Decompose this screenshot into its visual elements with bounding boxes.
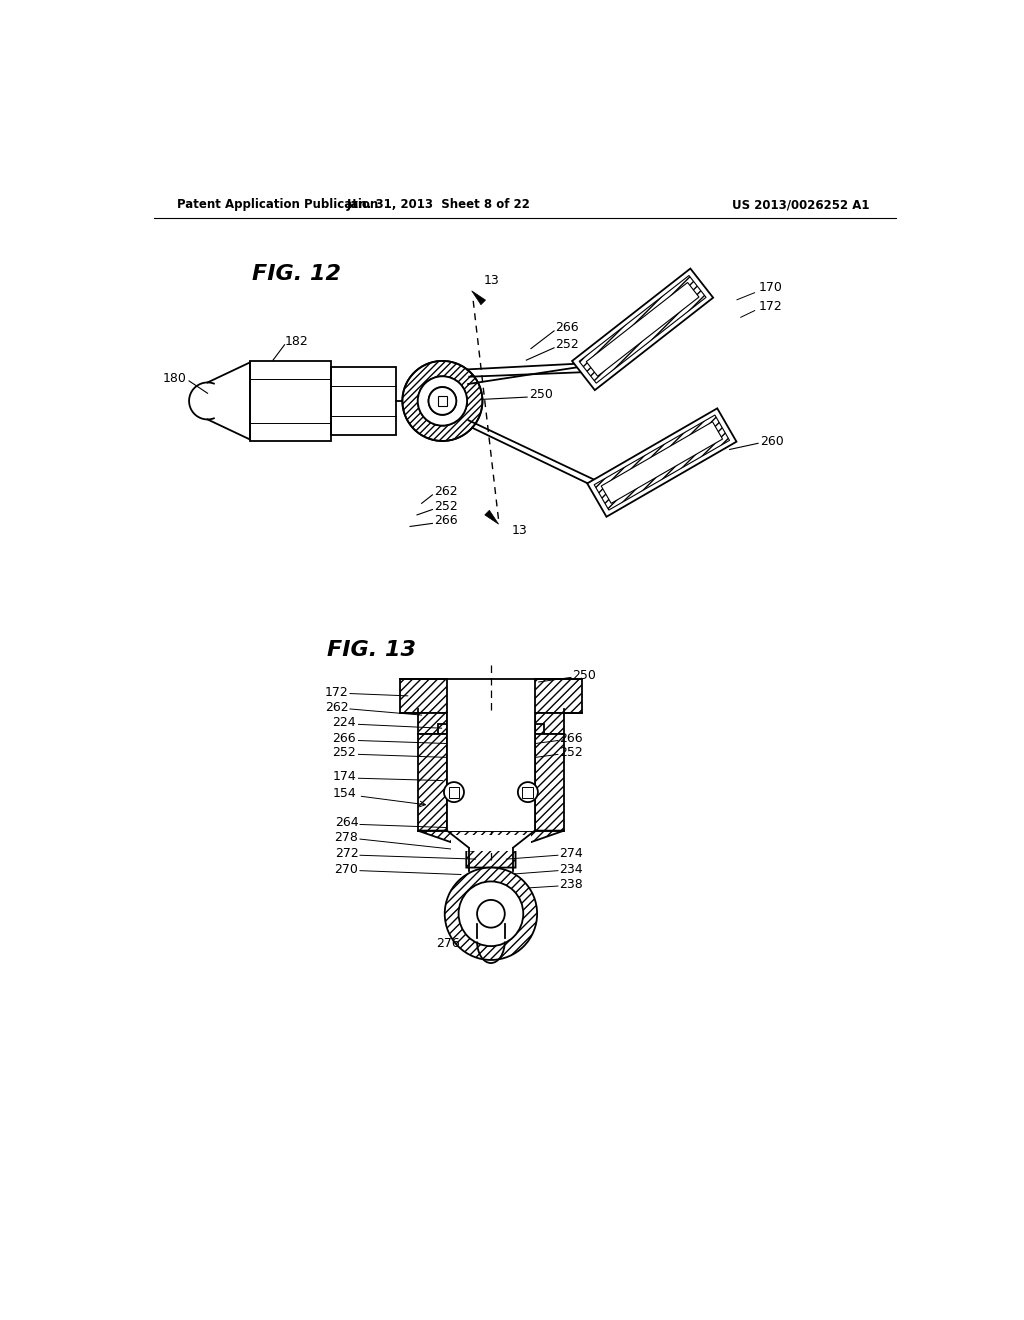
Text: Patent Application Publication: Patent Application Publication [177,198,378,211]
Text: 180: 180 [163,372,186,385]
Polygon shape [601,421,723,503]
Text: 274: 274 [559,847,584,861]
Bar [331,367,396,434]
Text: 252: 252 [434,500,458,513]
Text: 234: 234 [559,862,583,875]
Text: 260: 260 [761,436,784,449]
Polygon shape [587,282,699,376]
Text: Jan. 31, 2013  Sheet 8 of 22: Jan. 31, 2013 Sheet 8 of 22 [346,198,530,211]
Text: 13: 13 [512,524,527,537]
Text: 250: 250 [572,668,596,681]
Bar [522,787,534,797]
Polygon shape [594,414,729,510]
Text: 238: 238 [559,878,584,891]
Polygon shape [418,830,564,867]
Text: 250: 250 [528,388,553,400]
Text: 262: 262 [434,486,458,499]
Bar [250,360,331,441]
Text: FIG. 13: FIG. 13 [327,640,416,660]
Bar [438,725,447,734]
Text: 252: 252 [556,338,580,351]
Bar [535,734,564,830]
Text: 276: 276 [436,937,460,950]
Text: 172: 172 [325,685,348,698]
Bar [418,734,447,830]
Text: 182: 182 [285,335,308,348]
Text: 252: 252 [333,746,356,759]
Circle shape [418,376,467,425]
Circle shape [459,882,523,946]
Text: 272: 272 [335,847,358,861]
Bar [400,678,447,713]
Text: 266: 266 [559,733,583,746]
Text: US 2013/0026252 A1: US 2013/0026252 A1 [732,198,869,211]
Text: 252: 252 [559,746,584,759]
Text: 270: 270 [335,862,358,875]
Circle shape [429,387,457,414]
Text: 278: 278 [335,832,358,843]
Text: 262: 262 [325,701,348,714]
Polygon shape [472,290,485,305]
Text: 13: 13 [483,273,499,286]
Text: 174: 174 [333,770,356,783]
Bar [451,836,531,851]
Polygon shape [484,511,499,524]
Circle shape [477,900,505,928]
Text: 266: 266 [434,513,458,527]
Bar [535,725,544,734]
Circle shape [518,781,538,803]
Text: 172: 172 [759,300,782,313]
Text: 264: 264 [335,816,358,829]
Bar [447,713,535,830]
Circle shape [429,387,457,414]
Text: 224: 224 [333,717,356,730]
Circle shape [444,781,464,803]
Bar [449,787,460,797]
Polygon shape [580,276,707,383]
Bar [418,713,447,734]
Circle shape [402,360,482,441]
Text: FIG. 12: FIG. 12 [252,264,341,284]
Circle shape [444,867,538,960]
Text: 154: 154 [333,787,356,800]
Polygon shape [572,268,713,391]
Bar [535,678,582,713]
Polygon shape [587,408,736,516]
Text: 266: 266 [333,733,356,746]
Bar [535,713,564,734]
Text: 170: 170 [759,281,782,294]
Bar [438,396,447,405]
Text: 266: 266 [556,321,580,334]
